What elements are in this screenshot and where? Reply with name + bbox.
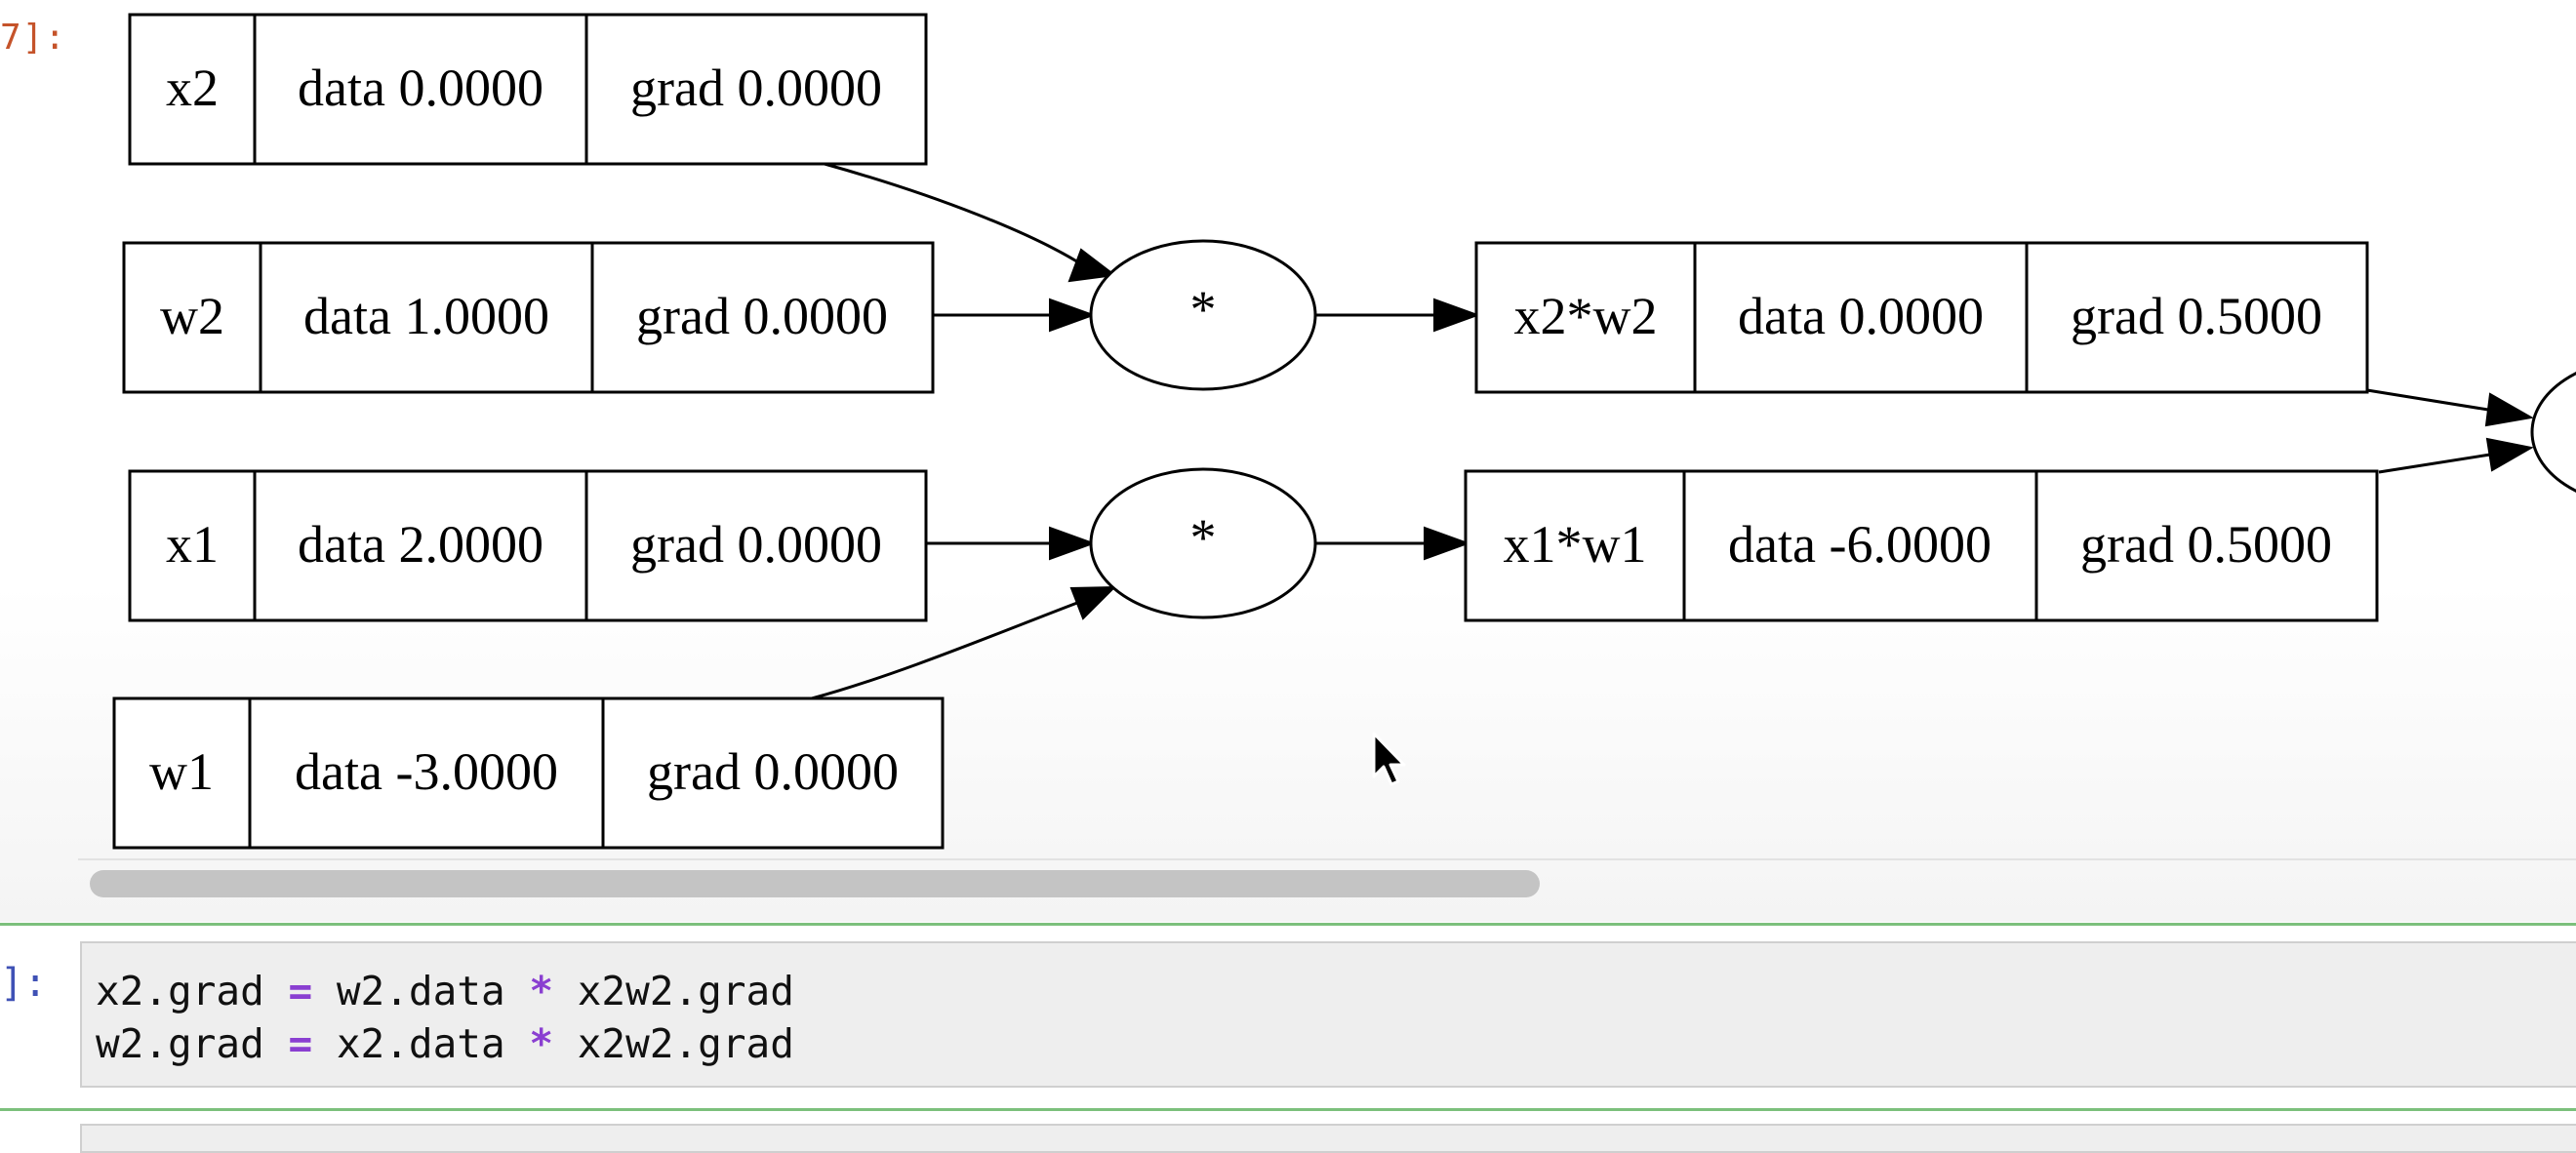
edge-w1-to-mul-bottom (811, 601, 1078, 700)
value-node-x1w1: x1*w1 data -6.0000 grad 0.5000 (1464, 469, 2379, 622)
code-token: w2.grad (96, 1020, 289, 1067)
value-node-x1: x1 data 2.0000 grad 0.0000 (128, 469, 928, 622)
node-data: data 1.0000 (303, 287, 549, 345)
code-line: x2.grad = w2.data * x2w2.grad (96, 965, 794, 1017)
op-node-mul-top: * (1089, 239, 1317, 391)
node-data: data -6.0000 (1728, 515, 1992, 574)
node-data: data 2.0000 (298, 515, 543, 574)
op-node-mul-bottom: * (1089, 467, 1317, 619)
edge-w2-to-mul-top-arrowhead (1049, 298, 1096, 333)
code-token: x2.grad (96, 968, 289, 1014)
computation-graph: x2 data 0.0000 grad 0.0000 w2 data 1.000… (112, 13, 2576, 850)
edge-x1w1-to-add-arrowhead (2485, 437, 2534, 472)
value-node-x2: x2 data 0.0000 grad 0.0000 (128, 13, 928, 166)
code-token: w2.data (312, 968, 530, 1014)
code-token: x2.data (312, 1020, 530, 1067)
op-label: * (1190, 280, 1217, 338)
op-node-add-partial (2530, 372, 2576, 493)
edge-x1-to-mul-bottom-arrowhead (1049, 526, 1096, 561)
node-label: x2 (166, 59, 219, 117)
code-token: x2w2.grad (553, 968, 794, 1014)
node-data: data 0.0000 (1738, 287, 1984, 345)
node-data: data -3.0000 (295, 742, 558, 801)
code-editor[interactable]: x2.grad = w2.data * x2w2.grad w2.grad = x… (80, 941, 2576, 1088)
edge-x2-to-mul-top (824, 162, 1084, 267)
input-prompt: ]: (0, 961, 48, 1006)
code-cell[interactable]: ]: x2.grad = w2.data * x2w2.grad w2.grad … (0, 926, 2576, 1109)
output-cell: 7]: (0, 0, 2576, 922)
node-grad: grad 0.0000 (630, 59, 882, 117)
node-label: x2*w2 (1514, 287, 1658, 345)
node-grad: grad 0.0000 (647, 742, 899, 801)
code-line: w2.grad = x2.data * x2w2.grad (96, 1017, 794, 1070)
node-grad: grad 0.0000 (630, 515, 882, 574)
horizontal-scrollbar-thumb[interactable] (90, 870, 1540, 897)
edge-x2w2-to-add-arrowhead (2484, 392, 2534, 427)
op-label: * (1190, 508, 1217, 567)
node-label: w2 (160, 287, 224, 345)
edge-w1-to-mul-bottom-arrowhead (1069, 585, 1117, 620)
edge-x1w1-to-add (2378, 453, 2491, 474)
node-label: x1 (166, 515, 219, 574)
mouse-pointer-icon (1372, 732, 1406, 786)
node-grad: grad 0.5000 (2071, 287, 2322, 345)
value-node-w2: w2 data 1.0000 grad 0.0000 (122, 241, 935, 394)
node-grad: grad 0.0000 (636, 287, 888, 345)
horizontal-scrollbar[interactable] (78, 870, 2576, 897)
node-grad: grad 0.5000 (2080, 515, 2332, 574)
output-prompt: 7]: (0, 18, 67, 58)
cell-separator (0, 923, 2576, 926)
value-node-w1: w1 data -3.0000 grad 0.0000 (112, 696, 945, 850)
edge-mul-bottom-to-x1w1-arrowhead (1424, 526, 1470, 561)
value-node-x2w2: x2*w2 data 0.0000 grad 0.5000 (1474, 241, 2369, 394)
output-divider (78, 858, 2576, 860)
code-operator: = (288, 1020, 313, 1067)
graph-edges (811, 162, 2534, 700)
node-label: w1 (149, 742, 214, 801)
edge-mul-top-to-x2w2-arrowhead (1433, 298, 1480, 333)
code-token: x2w2.grad (553, 1020, 794, 1067)
code-operator: * (529, 1020, 554, 1067)
edge-x2-to-mul-top-arrowhead (1067, 248, 1117, 283)
edge-x2w2-to-add (2366, 388, 2489, 412)
node-label: x1*w1 (1504, 515, 1647, 574)
code-operator: * (529, 968, 554, 1014)
code-text[interactable]: x2.grad = w2.data * x2w2.grad w2.grad = x… (96, 965, 794, 1070)
code-operator: = (288, 968, 313, 1014)
node-data: data 0.0000 (298, 59, 543, 117)
cell-separator (0, 1108, 2576, 1111)
next-cell-editor[interactable] (80, 1124, 2576, 1153)
